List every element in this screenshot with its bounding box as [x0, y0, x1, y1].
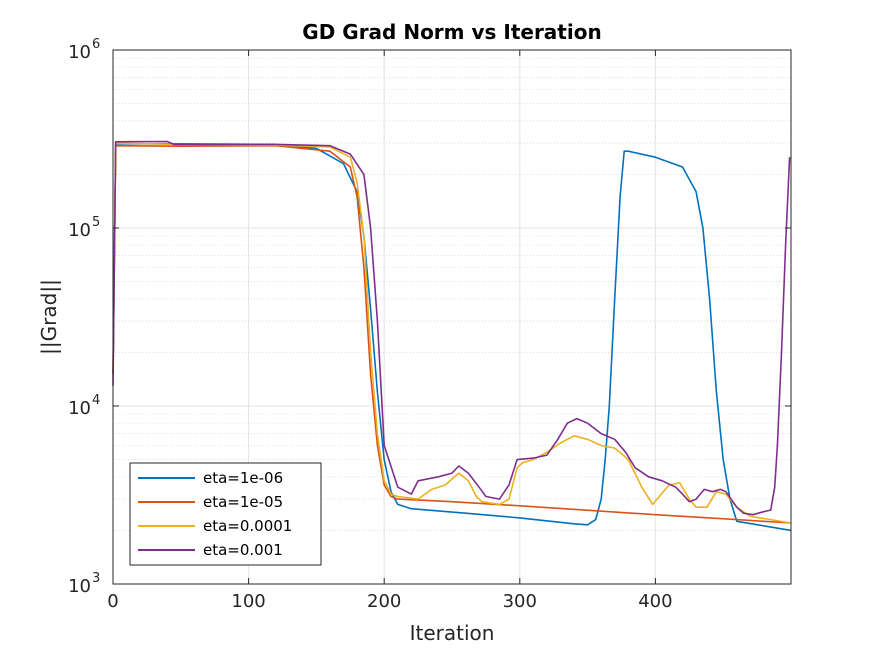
y-tick-exponent: 5	[92, 215, 100, 230]
legend-label-2: eta=1e-05	[203, 493, 283, 511]
y-tick-label: 10	[68, 398, 91, 419]
legend-label-4: eta=0.001	[203, 541, 283, 559]
series-line-4	[112, 140, 791, 516]
chart-title: GD Grad Norm vs Iteration	[302, 20, 601, 44]
y-tick-label: 10	[68, 576, 91, 597]
x-tick-label: 100	[231, 591, 265, 612]
x-tick-label: 0	[107, 591, 118, 612]
y-tick-exponent: 3	[92, 571, 100, 586]
y-tick-exponent: 4	[92, 393, 100, 408]
minor-grid	[113, 57, 791, 531]
legend-box	[129, 462, 322, 566]
x-axis: 0 100 200 300 400	[107, 50, 673, 612]
legend: eta=1e-06 eta=1e-05 eta=0.0001 eta=0.001	[129, 462, 322, 566]
x-tick-label: 300	[503, 591, 537, 612]
x-axis-label: Iteration	[410, 621, 495, 645]
y-tick-label: 10	[68, 220, 91, 241]
series-line-3	[112, 142, 792, 524]
x-tick-label: 200	[367, 591, 401, 612]
y-tick-exponent: 6	[92, 37, 100, 52]
y-axis-label: ||Grad||	[37, 279, 61, 355]
series-lines	[112, 140, 792, 532]
legend-label-1: eta=1e-06	[203, 469, 283, 487]
y-tick-label: 10	[68, 42, 91, 63]
x-tick-label: 400	[638, 591, 672, 612]
plot-frame	[112, 49, 792, 585]
legend-label-3: eta=0.0001	[203, 517, 292, 535]
